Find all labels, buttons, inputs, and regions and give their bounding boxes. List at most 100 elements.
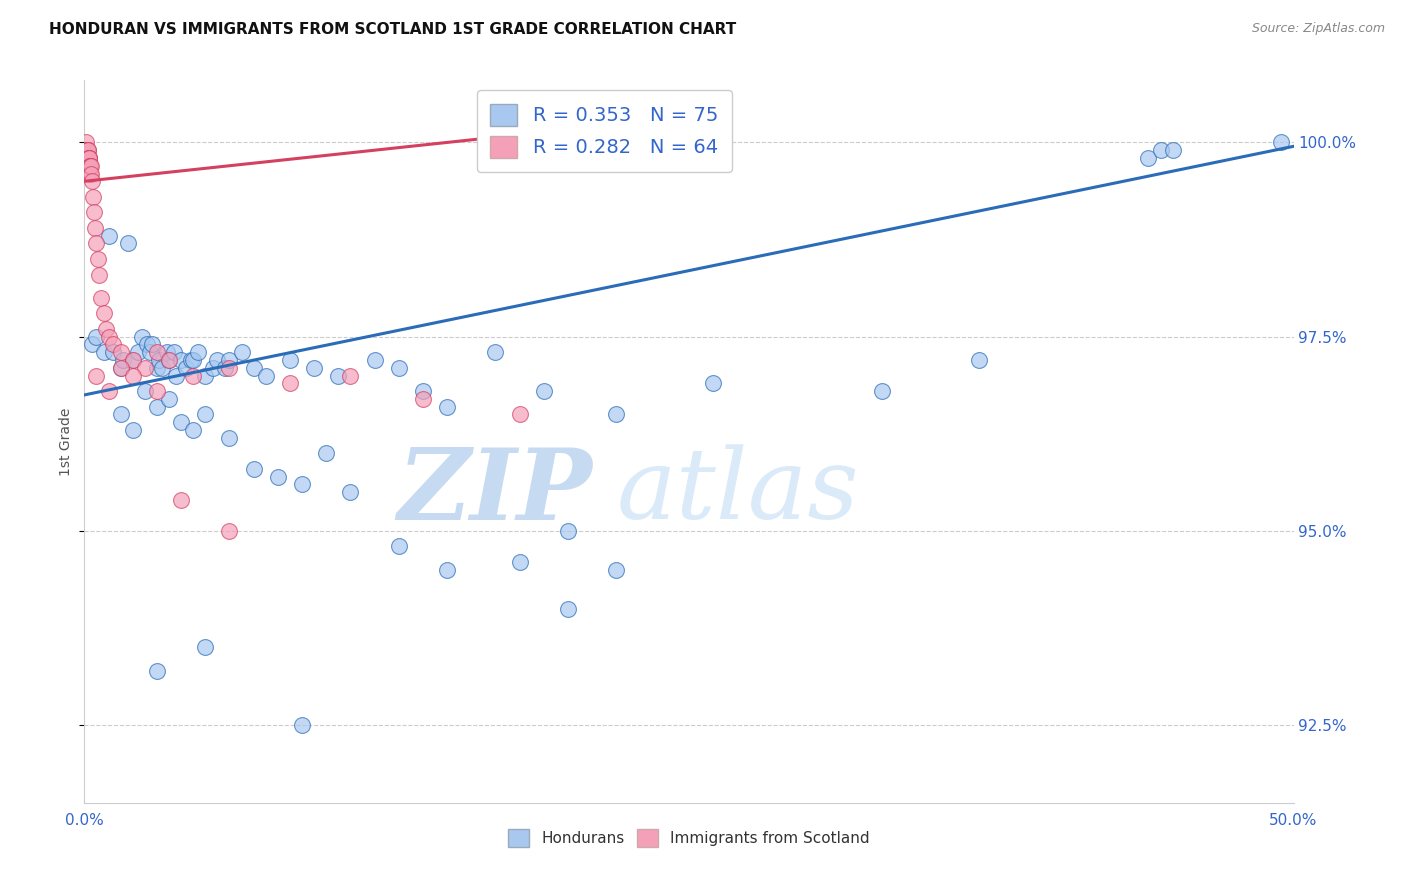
Point: [201, 360, 224, 375]
Point: [214, 360, 236, 375]
Text: atlas: atlas: [616, 444, 859, 540]
Point: [278, 376, 301, 391]
Point: [231, 345, 253, 359]
Point: [155, 345, 177, 359]
Point: [605, 408, 627, 422]
Point: [127, 345, 149, 359]
Point: [76, 151, 98, 165]
Point: [557, 524, 579, 538]
Point: [79, 167, 101, 181]
Point: [80, 167, 103, 181]
Point: [112, 353, 135, 368]
Point: [509, 555, 531, 569]
Point: [207, 353, 229, 368]
Point: [87, 268, 110, 282]
Point: [146, 400, 169, 414]
Point: [194, 640, 217, 655]
Y-axis label: 1st Grade: 1st Grade: [59, 408, 73, 475]
Point: [79, 159, 101, 173]
Point: [363, 353, 385, 368]
Text: ZIP: ZIP: [398, 444, 592, 541]
Point: [76, 151, 98, 165]
Point: [110, 360, 132, 375]
Legend: Hondurans, Immigrants from Scotland: Hondurans, Immigrants from Scotland: [502, 823, 876, 853]
Point: [86, 368, 108, 383]
Point: [79, 159, 101, 173]
Point: [121, 368, 143, 383]
Point: [267, 469, 290, 483]
Point: [278, 353, 301, 368]
Point: [79, 159, 101, 173]
Point: [218, 360, 240, 375]
Point: [557, 601, 579, 615]
Point: [436, 400, 458, 414]
Point: [97, 384, 120, 398]
Point: [77, 143, 100, 157]
Point: [138, 345, 160, 359]
Point: [146, 360, 169, 375]
Point: [388, 540, 411, 554]
Point: [121, 423, 143, 437]
Point: [148, 353, 170, 368]
Point: [121, 353, 143, 368]
Point: [328, 368, 350, 383]
Point: [80, 337, 103, 351]
Point: [97, 329, 120, 343]
Point: [83, 205, 105, 219]
Point: [136, 337, 159, 351]
Point: [79, 159, 101, 173]
Point: [110, 345, 132, 359]
Point: [412, 384, 434, 398]
Point: [150, 360, 173, 375]
Point: [110, 408, 132, 422]
Text: HONDURAN VS IMMIGRANTS FROM SCOTLAND 1ST GRADE CORRELATION CHART: HONDURAN VS IMMIGRANTS FROM SCOTLAND 1ST…: [49, 22, 737, 37]
Point: [82, 190, 104, 204]
Point: [291, 718, 314, 732]
Point: [86, 236, 108, 251]
Point: [86, 329, 108, 343]
Point: [484, 345, 506, 359]
Point: [97, 228, 120, 243]
Point: [141, 337, 163, 351]
Point: [146, 664, 169, 678]
Point: [1137, 151, 1160, 165]
Point: [181, 423, 204, 437]
Point: [194, 408, 217, 422]
Point: [509, 408, 531, 422]
Point: [291, 477, 314, 491]
Point: [157, 392, 180, 406]
Point: [75, 143, 97, 157]
Point: [76, 143, 98, 157]
Point: [157, 353, 180, 368]
Point: [90, 291, 112, 305]
Point: [146, 384, 169, 398]
Point: [218, 431, 240, 445]
Point: [77, 151, 100, 165]
Point: [157, 353, 180, 368]
Point: [165, 368, 187, 383]
Point: [80, 174, 103, 188]
Point: [76, 143, 98, 157]
Point: [77, 151, 100, 165]
Point: [94, 322, 117, 336]
Point: [388, 360, 411, 375]
Point: [412, 392, 434, 406]
Point: [1270, 136, 1292, 150]
Point: [1149, 143, 1171, 157]
Point: [436, 563, 458, 577]
Point: [872, 384, 894, 398]
Point: [86, 252, 108, 266]
Point: [117, 236, 139, 251]
Point: [605, 563, 627, 577]
Point: [702, 376, 724, 391]
Point: [121, 353, 143, 368]
Point: [339, 368, 361, 383]
Point: [218, 524, 240, 538]
Text: Source: ZipAtlas.com: Source: ZipAtlas.com: [1251, 22, 1385, 36]
Point: [134, 360, 156, 375]
Point: [77, 151, 100, 165]
Point: [76, 143, 98, 157]
Point: [79, 151, 101, 165]
Point: [187, 345, 209, 359]
Point: [339, 485, 361, 500]
